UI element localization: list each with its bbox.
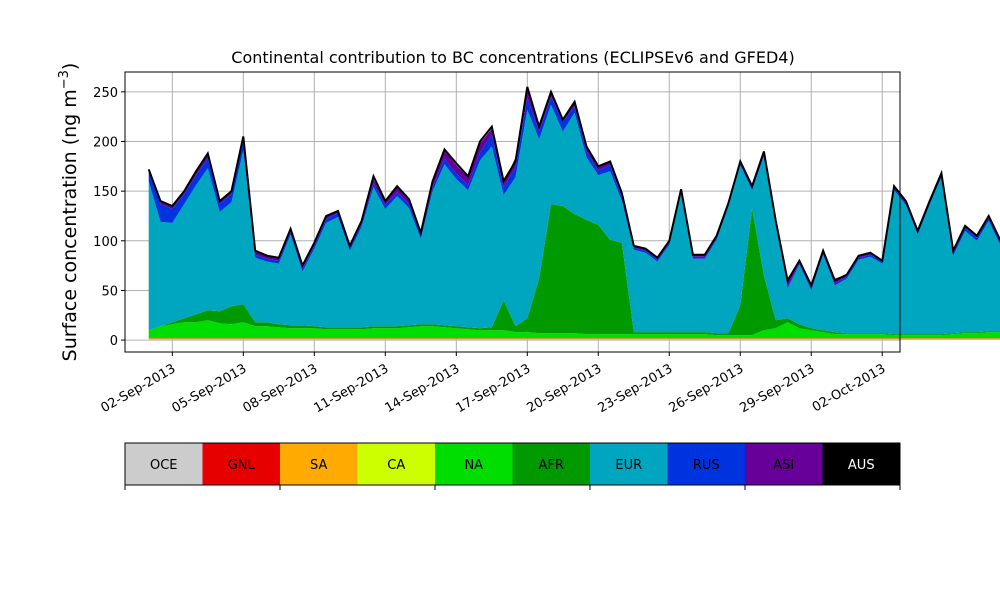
legend-swatch-afr — [512, 443, 590, 485]
total-line — [147, 86, 1000, 289]
y-tick-label: 200 — [93, 136, 118, 151]
y-axis-label-close: ) — [59, 63, 81, 70]
area-afr — [148, 204, 1000, 336]
y-tick-label: 50 — [101, 284, 118, 299]
chart-title: Continental contribution to BC concentra… — [231, 48, 794, 67]
x-tick-label: 20-Sep-2013 — [524, 361, 604, 416]
legend-swatch-aus — [822, 443, 900, 485]
legend-swatch-gnl — [202, 443, 280, 485]
legend-label-na: NA — [464, 458, 483, 473]
legend-label-gnl: GNL — [228, 458, 256, 473]
y-axis-label-main: Surface concentration (ng m — [59, 89, 81, 361]
x-tick-label: 11-Sep-2013 — [311, 361, 391, 416]
area-gnl — [148, 338, 1000, 340]
legend-swatch-ca — [357, 443, 435, 485]
x-axis: 02-Sep-201305-Sep-201308-Sep-201311-Sep-… — [99, 352, 888, 416]
legend-label-asi: ASI — [773, 458, 794, 473]
area-oce — [148, 339, 1000, 341]
plot-area — [124, 71, 1000, 353]
y-axis: 0 50 100 150 200 250 — [93, 86, 125, 349]
stacked-areas — [148, 87, 1000, 341]
legend-swatch-eur — [590, 443, 668, 485]
legend-label-ca: CA — [387, 458, 405, 473]
total-line-group — [147, 86, 1000, 289]
y-tick-label: 150 — [93, 185, 118, 200]
x-tick-label: 29-Sep-2013 — [737, 361, 817, 416]
x-tick-label: 02-Oct-2013 — [810, 361, 888, 415]
legend-swatch-asi — [745, 443, 823, 485]
legend-label-rus: RUS — [693, 458, 720, 473]
legend-swatch-na — [435, 443, 513, 485]
area-na — [148, 320, 1000, 339]
legend-swatch-oce — [125, 443, 203, 485]
legend-label-oce: OCE — [150, 458, 178, 473]
x-tick-label: 26-Sep-2013 — [666, 361, 746, 416]
legend-label-sa: SA — [310, 458, 327, 473]
y-tick-label: 250 — [93, 86, 118, 101]
x-tick-label: 14-Sep-2013 — [382, 361, 462, 416]
x-tick-label: 23-Sep-2013 — [595, 361, 675, 416]
y-tick-label: 0 — [110, 334, 118, 349]
y-axis-label-superscript: −3 — [57, 70, 72, 89]
legend-label-aus: AUS — [848, 458, 875, 473]
x-tick-label: 08-Sep-2013 — [240, 361, 320, 416]
legend-label-afr: AFR — [539, 458, 564, 473]
y-axis-label: Surface concentration (ng m−3) — [57, 63, 81, 362]
x-tick-label: 17-Sep-2013 — [453, 361, 533, 416]
colorbar-legend: OCE GNL SA CA NA AFR EUR RUS ASI AUS — [124, 442, 901, 490]
y-tick-label: 100 — [93, 235, 118, 250]
plot-frame — [124, 71, 901, 353]
legend-swatch-rus — [667, 443, 745, 485]
x-tick-label: 05-Sep-2013 — [169, 361, 249, 416]
legend-swatch-sa — [280, 443, 358, 485]
x-tick-label: 02-Sep-2013 — [99, 361, 179, 416]
legend-label-eur: EUR — [615, 458, 642, 473]
area-eur — [148, 104, 1000, 335]
colorbar-frame — [124, 442, 901, 486]
